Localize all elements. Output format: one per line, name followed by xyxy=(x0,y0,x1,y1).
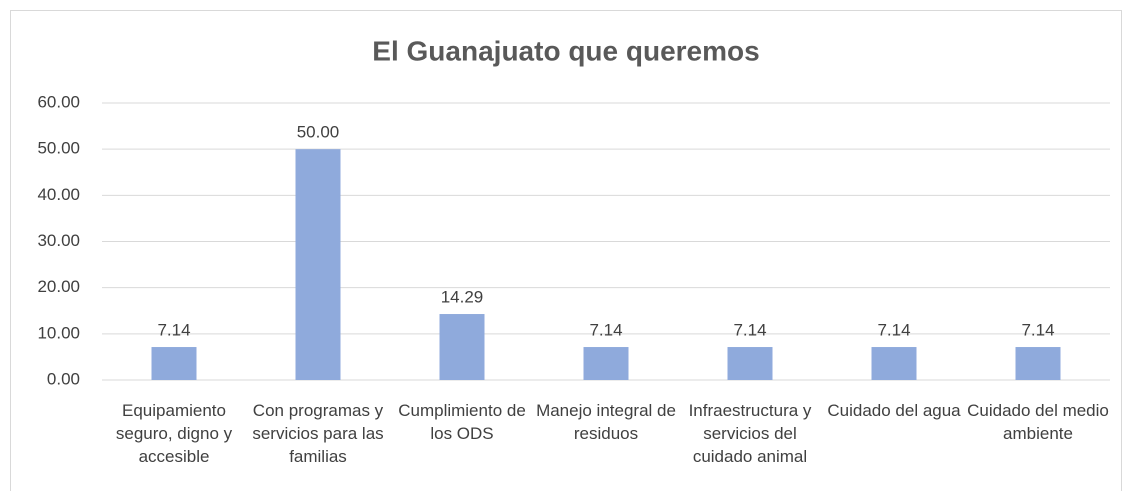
bar xyxy=(295,149,341,380)
bar xyxy=(151,347,197,380)
x-tick-label: Cuidado del agua xyxy=(827,401,961,420)
data-label: 50.00 xyxy=(297,123,340,142)
x-tick-label: Manejo integral de residuos xyxy=(536,401,676,443)
data-label: 7.14 xyxy=(733,321,766,340)
x-tick-label: Equipamiento seguro, digno y accesible xyxy=(115,401,233,466)
y-tick-label: 0.00 xyxy=(47,369,80,388)
chart-frame xyxy=(10,10,1122,491)
y-tick-label: 40.00 xyxy=(37,185,80,204)
data-label: 7.14 xyxy=(1021,321,1054,340)
y-tick-label: 20.00 xyxy=(37,277,80,296)
bar xyxy=(1015,347,1061,380)
x-tick-label: Cumplimiento de los ODS xyxy=(398,401,526,443)
bar xyxy=(583,347,629,380)
chart-title: El Guanajuato que queremos xyxy=(372,35,759,66)
y-tick-label: 50.00 xyxy=(37,139,80,158)
y-tick-label: 60.00 xyxy=(37,92,80,111)
y-tick-label: 10.00 xyxy=(37,323,80,342)
data-label: 7.14 xyxy=(589,321,622,340)
bar xyxy=(439,314,485,380)
data-label: 7.14 xyxy=(157,321,190,340)
bar xyxy=(727,347,773,380)
y-tick-label: 30.00 xyxy=(37,231,80,250)
x-tick-label: Con programas y servicios para las famil… xyxy=(252,401,384,466)
data-label: 14.29 xyxy=(441,288,484,307)
bar xyxy=(871,347,917,380)
x-tick-label: Cuidado del medio ambiente xyxy=(967,401,1109,443)
x-tick-label: Infraestructura y servicios del cuidado … xyxy=(688,401,812,466)
data-label: 7.14 xyxy=(877,321,910,340)
